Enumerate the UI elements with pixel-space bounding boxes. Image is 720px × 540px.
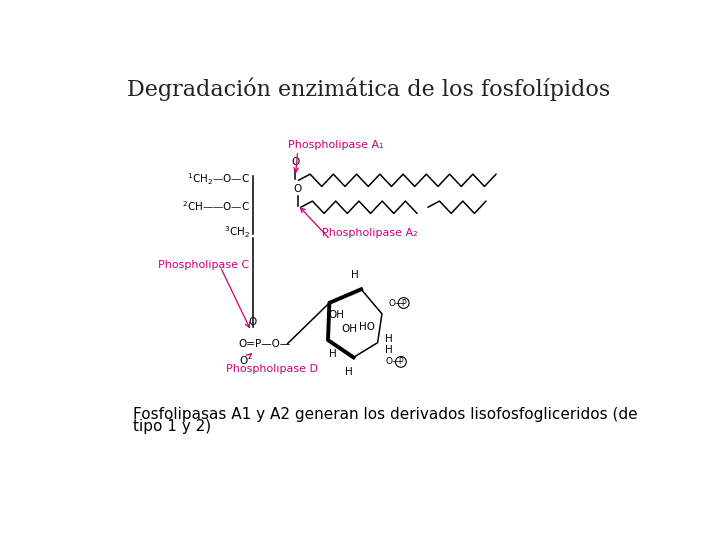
Text: OH: OH [328,310,344,320]
Text: H: H [385,334,393,344]
Text: Phospholipase C: Phospholipase C [158,260,249,270]
Text: O=P—O—: O=P—O— [239,339,291,348]
Text: H: H [345,367,353,376]
Text: Degradación enzimática de los fosfolípidos: Degradación enzimática de los fosfolípid… [127,78,611,102]
Text: O⁻: O⁻ [240,356,253,366]
Text: Fosfolipasas A1 y A2 generan los derivados lisofosfogliceridos (de: Fosfolipasas A1 y A2 generan los derivad… [132,408,637,422]
Text: O—: O— [385,357,401,366]
Text: H: H [351,270,359,280]
Text: O—: O— [388,299,404,307]
Text: $^1$CH$_2$—O—C: $^1$CH$_2$—O—C [187,171,250,186]
Text: H: H [329,349,336,359]
Text: O: O [294,184,302,194]
Text: $^2$CH——O—C: $^2$CH——O—C [181,199,250,213]
Text: O: O [248,316,257,327]
Text: O: O [292,157,300,167]
Text: P: P [401,299,406,307]
Text: H: H [385,345,393,355]
Text: Phospholipase A₁: Phospholipase A₁ [287,139,383,150]
Text: OH: OH [341,324,358,334]
Text: tipo 1 y 2): tipo 1 y 2) [132,419,211,434]
Text: P: P [399,357,403,366]
Text: HO: HO [359,322,375,332]
Text: Phospholıpase D: Phospholıpase D [225,363,318,374]
Text: Phospholipase A₂: Phospholipase A₂ [323,228,418,238]
Text: $^3$CH$_2$: $^3$CH$_2$ [224,225,250,240]
